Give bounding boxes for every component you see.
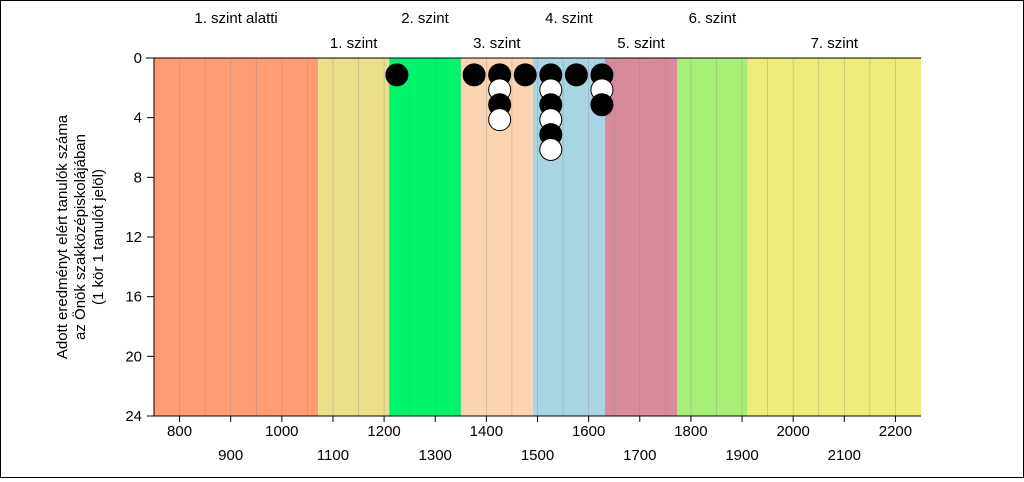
level-band-6 bbox=[604, 58, 678, 416]
x-tick-label: 2200 bbox=[879, 423, 912, 440]
level-label-4: 3. szint bbox=[473, 35, 521, 52]
y-tick-label: 0 bbox=[134, 50, 142, 67]
y-axis-title-line: (1 kör 1 tanulót jelöl) bbox=[90, 169, 107, 305]
student-marker bbox=[488, 108, 512, 132]
y-tick-label: 12 bbox=[125, 229, 142, 246]
x-tick-label: 1700 bbox=[623, 447, 656, 464]
y-tick-label: 20 bbox=[125, 348, 142, 365]
student-marker bbox=[513, 63, 537, 87]
student-marker bbox=[385, 63, 409, 87]
y-tick-label: 24 bbox=[125, 408, 142, 425]
student-marker bbox=[462, 63, 486, 87]
student-marker bbox=[539, 138, 563, 161]
x-tick-label: 1900 bbox=[725, 447, 758, 464]
level-band-8 bbox=[747, 58, 921, 416]
level-band-7 bbox=[677, 58, 748, 416]
level-band-2 bbox=[318, 58, 390, 416]
y-tick-label: 4 bbox=[134, 110, 142, 127]
y-tick-label: 8 bbox=[134, 169, 142, 186]
level-label-5: 4. szint bbox=[545, 10, 593, 27]
x-tick-label: 1000 bbox=[265, 423, 298, 440]
level-label-1: 1. szint alatti bbox=[194, 10, 277, 27]
x-tick-label: 1100 bbox=[317, 447, 349, 464]
y-axis-title-line: az Önök szakközépiskolájában bbox=[71, 134, 89, 340]
x-tick-label: 1300 bbox=[419, 447, 452, 464]
level-label-2: 1. szint bbox=[330, 35, 378, 52]
axes bbox=[146, 57, 921, 422]
x-tick-label: 1800 bbox=[674, 423, 707, 440]
level-label-6: 5. szint bbox=[617, 35, 665, 52]
x-tick-label: 1600 bbox=[572, 423, 605, 440]
level-label-3: 2. szint bbox=[401, 10, 449, 27]
x-tick-label: 2000 bbox=[776, 423, 809, 440]
x-tick-label: 900 bbox=[218, 447, 243, 464]
y-tick-label: 16 bbox=[125, 289, 142, 306]
level-label-7: 6. szint bbox=[689, 10, 737, 27]
level-label-8: 7. szint bbox=[811, 35, 859, 52]
level-labels: 1. szint alatti 1. szint 2. szint 3. szint 4… bbox=[194, 10, 859, 52]
x-tick-label: 800 bbox=[167, 423, 192, 440]
x-tick-label: 1200 bbox=[367, 423, 400, 440]
student-marker bbox=[564, 63, 588, 87]
level-band-1 bbox=[154, 58, 319, 416]
student-markers bbox=[385, 63, 614, 161]
y-axis-title-line: Adott eredményt elért tanulók száma bbox=[54, 114, 71, 359]
grid-lines bbox=[179, 58, 896, 416]
level-band-3 bbox=[389, 58, 461, 416]
y-axis-title: Adott eredményt elért tanulók számaaz Ön… bbox=[54, 114, 107, 359]
student-marker bbox=[590, 93, 614, 117]
x-tick-label: 2100 bbox=[828, 447, 861, 464]
x-tick-label: 1500 bbox=[521, 447, 554, 464]
y-tick-labels: 0 4 8 12 16 20 24 bbox=[125, 50, 142, 425]
x-tick-label: 1400 bbox=[470, 423, 503, 440]
x-tick-labels: 800 1000 1200 1400 1600 1800 2000 2200 900 1100 13… bbox=[167, 423, 912, 464]
